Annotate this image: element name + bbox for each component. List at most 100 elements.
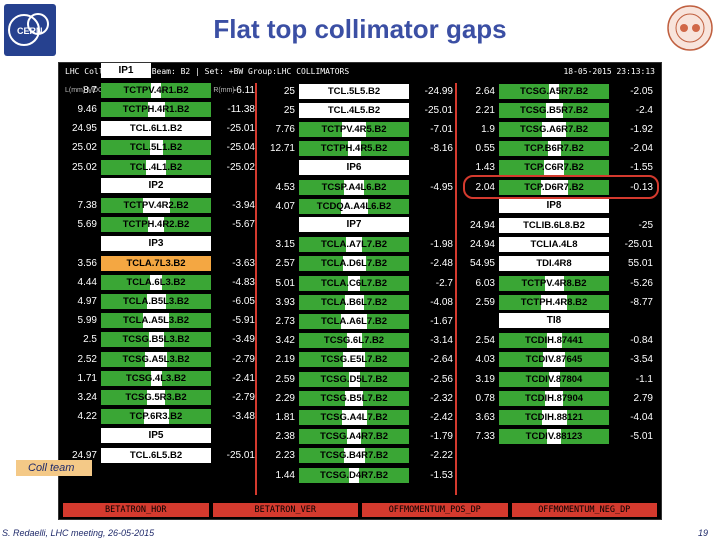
section-header-ip2: IP2 [101,178,211,194]
left-jaw-value: 2.52 [77,353,97,365]
column-divider [455,83,457,495]
collimator-row[interactable]: 3.19 TCDIV.87804 -1.1 [459,371,653,387]
collimator-row[interactable]: 2.23 TCSG.B4R7.B2 -2.22 [259,448,453,464]
left-jaw-value: 3.63 [475,411,495,423]
collimator-gap-bar: TCL.4L5.B2 [299,102,409,118]
collimator-row[interactable]: 2.21 TCSG.B5R7.B2 -2.4 [459,102,653,118]
collimator-gap-bar: TCP.B6R7.B2 [499,141,609,157]
mode-button[interactable]: OFFMOMENTUM_NEG_DP [511,503,657,517]
collimator-row[interactable]: 7.76 TCTPV.4R5.B2 -7.01 [259,121,453,137]
collimator-row[interactable]: 7.38 TCTPV.4R2.B2 -3.94 [61,197,255,213]
collimator-row[interactable]: 25.02 TCL.5L1.B2 -25.04 [61,140,255,156]
right-jaw-value: -6.05 [232,295,255,307]
collimator-gap-bar: TCTPV.4R2.B2 [101,197,211,213]
collimator-row[interactable]: 1.81 TCSG.A4L7.B2 -2.42 [259,409,453,425]
collimator-gap-bar: TCLIB.6L8.B2 [499,217,609,233]
section-header-ip5: IP5 [101,427,211,443]
left-jaw-value: 7.76 [275,123,295,135]
beam-gap-core [547,141,561,157]
right-jaw-value: -24.99 [424,85,453,97]
collimator-row[interactable]: 4.07 TCDQA.A4L6.B2 [259,198,453,214]
right-jaw-value: -25.01 [226,449,255,461]
collimator-row[interactable]: 2.29 TCSG.B5L7.B2 -2.32 [259,390,453,406]
collimator-row[interactable]: 3.63 TCDIH.88121 -4.04 [459,409,653,425]
mode-button[interactable]: BETATRON_HOR [63,503,209,517]
collimator-row[interactable]: 5.69 TCTPH.4R2.B2 -5.67 [61,217,255,233]
collimator-name: TCLIA.4L8 [530,239,578,251]
right-jaw-value: -3.54 [630,354,653,366]
collimator-row[interactable]: 54.95 TDI.4R8 55.01 [459,256,653,272]
collimator-row[interactable]: 2.19 TCSG.E5L7.B2 -2.64 [259,352,453,368]
collimator-row[interactable]: 25 TCL.5L5.B2 -24.99 [259,83,453,99]
collimator-row[interactable]: 2.57 TCLA.D6L7.B2 -2.48 [259,256,453,272]
collimator-row[interactable]: 25.02 TCL.4L1.B2 -25.02 [61,159,255,175]
collimator-name: TCSG.A4L7.B2 [320,411,388,423]
right-jaw-value: -2.4 [635,104,653,116]
collimator-gap-bar: TCLIA.4L8 [499,237,609,253]
collimator-row[interactable]: 2.38 TCSG.A4R7.B2 -1.79 [259,429,453,445]
collimator-row[interactable]: 2.73 TCLA.A6L7.B2 -1.67 [259,313,453,329]
collimator-row[interactable]: 24.94 TCLIA.4L8 -25.01 [459,237,653,253]
collimator-name: TCTPH.4R8.B2 [520,296,588,308]
beam-gap-core [541,294,567,310]
collimator-row[interactable]: 4.97 TCLA.B5L3.B2 -6.05 [61,293,255,309]
beam-gap-core [343,448,365,464]
collimator-row[interactable]: 1.44 TCSG.D4R7.B2 -1.53 [259,467,453,483]
collimator-row[interactable]: 24.94 TCLIB.6L8.B2 -25 [459,217,653,233]
collimator-row[interactable]: 3.15 TCLA.A7L7.B2 -1.98 [259,237,453,253]
collimator-row[interactable]: 2.59 TCSG.D5L7.B2 -2.56 [259,371,453,387]
mode-button[interactable]: OFFMOMENTUM_POS_DP [362,503,508,517]
left-jaw-value: 8.7 [83,84,97,96]
collimator-row[interactable]: 4.22 TCP.6R3.B2 -3.48 [61,409,255,425]
collimator-gap-bar: TCTPH.4R5.B2 [299,141,409,157]
left-jaw-value: 1.44 [275,469,295,481]
collimator-row[interactable]: 4.03 TCDIV.87645 -3.54 [459,352,653,368]
collimator-row[interactable]: 2.59 TCTPH.4R8.B2 -8.77 [459,294,653,310]
collimator-row[interactable]: 4.44 TCLA.6L3.B2 -4.83 [61,274,255,290]
cern-logo: CERN [4,4,56,56]
collimator-name: TCLA.C6L7.B2 [321,277,387,289]
collimator-row[interactable]: 24.95 TCL.6L1.B2 -25.01 [61,121,255,137]
right-jaw-value: -4.95 [430,181,453,193]
collimator-row[interactable]: 6.03 TCTPV.4R8.B2 -5.26 [459,275,653,291]
collimator-name: TCDIV.88123 [525,431,583,443]
collimator-row[interactable]: 24.97 TCL.6L5.B2 -25.01 [61,447,255,463]
left-jaw-value: 2.54 [475,335,495,347]
collimator-row[interactable]: 0.78 TCDIH.87904 2.79 [459,390,653,406]
left-jaw-value: 25 [283,104,295,116]
collimator-row[interactable]: 9.46 TCTPH.4R1.B2 -11.38 [61,101,255,117]
collimator-gap-bar: TCSG.D4R7.B2 [299,467,409,483]
collimator-row[interactable]: 2.5 TCSG.B5L3.B2 -3.49 [61,332,255,348]
collimator-row[interactable]: 5.01 TCLA.C6L7.B2 -2.7 [259,275,453,291]
collimator-name: TCSG.6L7.B2 [323,335,385,347]
collimator-row[interactable]: 2.64 TCSG.A5R7.B2 -2.05 [459,83,653,99]
collimator-row[interactable]: 3.56 TCLA.7L3.B2 -3.63 [61,255,255,271]
collimator-row[interactable]: 25 TCL.4L5.B2 -25.01 [259,102,453,118]
collimator-row[interactable]: 3.24 TCSG.5R3.B2 -2.79 [61,389,255,405]
collimator-name: TCDIV.87804 [525,373,583,385]
collimator-row[interactable]: 12.71 TCTPH.4R5.B2 -8.16 [259,141,453,157]
collimator-row[interactable]: 0.55 TCP.B6R7.B2 -2.04 [459,141,653,157]
collimator-gap-bar: TCTPH.4R2.B2 [101,217,211,233]
right-jaw-value: -25.01 [424,104,453,116]
collimator-row[interactable]: 1.43 TCP.C6R7.B2 -1.55 [459,160,653,176]
collimator-row[interactable]: 1.71 TCSG.4L3.B2 -2.41 [61,370,255,386]
collimator-name: TCP.C6R7.B2 [524,162,584,174]
right-jaw-value: -2.22 [430,450,453,462]
collimator-row[interactable]: 2.04 TCP.D6R7.B2 -0.13 [459,179,653,195]
collimator-row[interactable]: 1.9 TCSG.A6R7.B2 -1.92 [459,121,653,137]
collimator-row[interactable]: 8.7 TCTPV.4R1.B2 -6.11 [61,82,255,98]
collimator-row[interactable]: 3.93 TCLA.B6L7.B2 -4.08 [259,294,453,310]
collimator-row[interactable]: 7.33 TCDIV.88123 -5.01 [459,429,653,445]
collimator-row[interactable]: 5.99 TCLA.A5L3.B2 -5.91 [61,313,255,329]
collimator-row[interactable]: 3.42 TCSG.6L7.B2 -3.14 [259,333,453,349]
beam-gap-core [347,429,361,445]
collimator-row[interactable]: 2.54 TCDIH.87441 -0.84 [459,333,653,349]
collimator-gap-bar: TCSG.A4R7.B2 [299,429,409,445]
mode-button[interactable]: BETATRON_VER [212,503,358,517]
collimator-name: TCDIH.87904 [524,392,584,404]
left-jaw-value: 24.94 [469,239,495,251]
collimator-row[interactable]: 2.52 TCSG.A5L3.B2 -2.79 [61,351,255,367]
collimator-row[interactable]: 4.53 TCSP.A4L6.B2 -4.95 [259,179,453,195]
left-jaw-value: 1.43 [475,162,495,174]
